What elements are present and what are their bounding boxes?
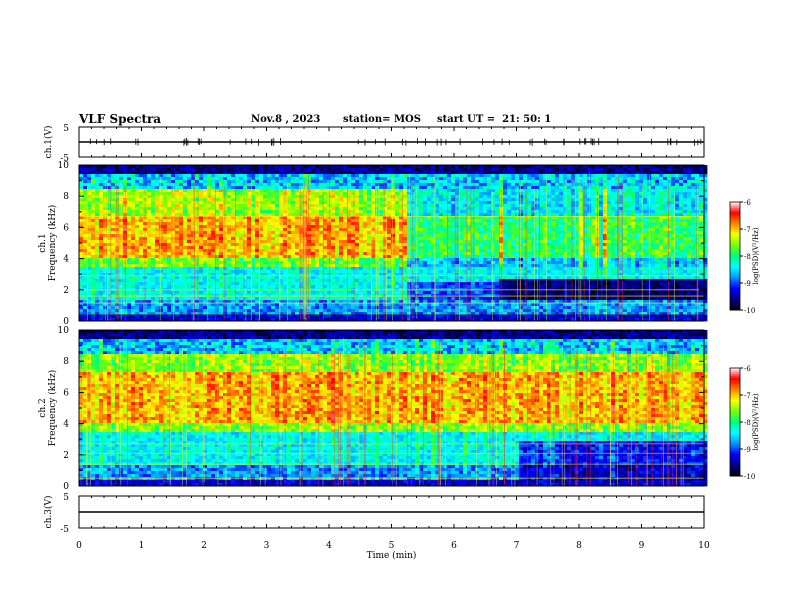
- freq-tick-label: 6: [63, 223, 69, 233]
- s1-ylabel-freq: Frequency (kHz): [47, 205, 58, 282]
- freq-tick-label: 8: [63, 192, 69, 202]
- freq-tick-label: 2: [63, 286, 69, 296]
- axes-layer: [78, 126, 743, 529]
- x-tick-label: 5: [389, 541, 395, 551]
- x-tick-label: 8: [576, 541, 582, 551]
- x-tick-label: 9: [639, 541, 645, 551]
- colorbar-tick-label: -7: [744, 392, 751, 400]
- station-label: station= MOS: [343, 114, 421, 125]
- x-tick-label: 6: [451, 541, 457, 551]
- colorbar-label: log(PSD)(V²/Hz): [752, 393, 760, 450]
- freq-tick-label: 10: [58, 161, 70, 171]
- y-tick-label: 5: [63, 124, 69, 134]
- x-tick-label: 0: [76, 541, 82, 551]
- s2-ylabel-freq: Frequency (kHz): [47, 370, 58, 447]
- x-tick-label: 7: [514, 541, 520, 551]
- freq-tick-label: 0: [63, 482, 69, 492]
- colorbar-tick-label: -9: [744, 280, 751, 288]
- colorbar-tick-label: -8: [744, 419, 751, 427]
- colorbar-tick-label: -9: [744, 446, 751, 454]
- y-tick-label: 5: [63, 493, 69, 503]
- ch1-waveform-trace: [79, 138, 704, 146]
- freq-tick-label: 0: [63, 317, 69, 327]
- colorbar-tick-label: -6: [744, 199, 751, 207]
- start-time-label: start UT = 21: 50: 1: [437, 114, 552, 125]
- date-label: Nov.8 , 2023: [251, 114, 321, 125]
- w3-ylabel: ch.3(V): [43, 496, 54, 529]
- x-tick-label: 2: [201, 541, 207, 551]
- x-tick-label: 4: [326, 541, 332, 551]
- y-tick-label: -5: [60, 154, 69, 164]
- colorbar-label: log(PSD)(V²/Hz): [752, 227, 760, 284]
- x-tick-label: 10: [698, 541, 710, 551]
- colorbar-tick-label: -8: [744, 253, 751, 261]
- colorbar-tick-label: -10: [744, 307, 755, 315]
- freq-tick-label: 2: [63, 451, 69, 461]
- figure-title: VLF Spectra: [79, 112, 162, 126]
- freq-tick-label: 8: [63, 357, 69, 367]
- colorbar-tick-label: -7: [744, 226, 751, 234]
- s2-colorbar: [729, 367, 743, 477]
- colorbar-tick-label: -10: [744, 473, 755, 481]
- spectrogram-layer: [79, 138, 708, 513]
- s1-colorbar: [729, 201, 743, 311]
- s2-ylabel-channel: ch.2: [38, 398, 48, 417]
- freq-tick-label: 6: [63, 388, 69, 398]
- text-layer: 5 -5 ch.1(V) 0 1 2 3 4 5 6 7 8 9 10 5 -5 ch.3(V) 0 2 4 6 8 10 c…: [38, 124, 760, 561]
- w1-ylabel: ch.1(V): [43, 126, 54, 159]
- x-axis-label: Time (min): [367, 550, 417, 561]
- x-tick-label: 3: [264, 541, 270, 551]
- ch2-spectrogram: [79, 330, 708, 487]
- colorbar-tick-label: -6: [744, 365, 751, 373]
- ch1-spectrogram: [79, 165, 708, 322]
- y-tick-label: -5: [60, 525, 69, 535]
- freq-tick-label: 4: [63, 420, 69, 430]
- s1-ylabel-channel: ch.1: [38, 233, 48, 252]
- freq-tick-label: 4: [63, 255, 69, 265]
- freq-tick-label: 10: [58, 326, 70, 336]
- x-tick-label: 1: [139, 541, 145, 551]
